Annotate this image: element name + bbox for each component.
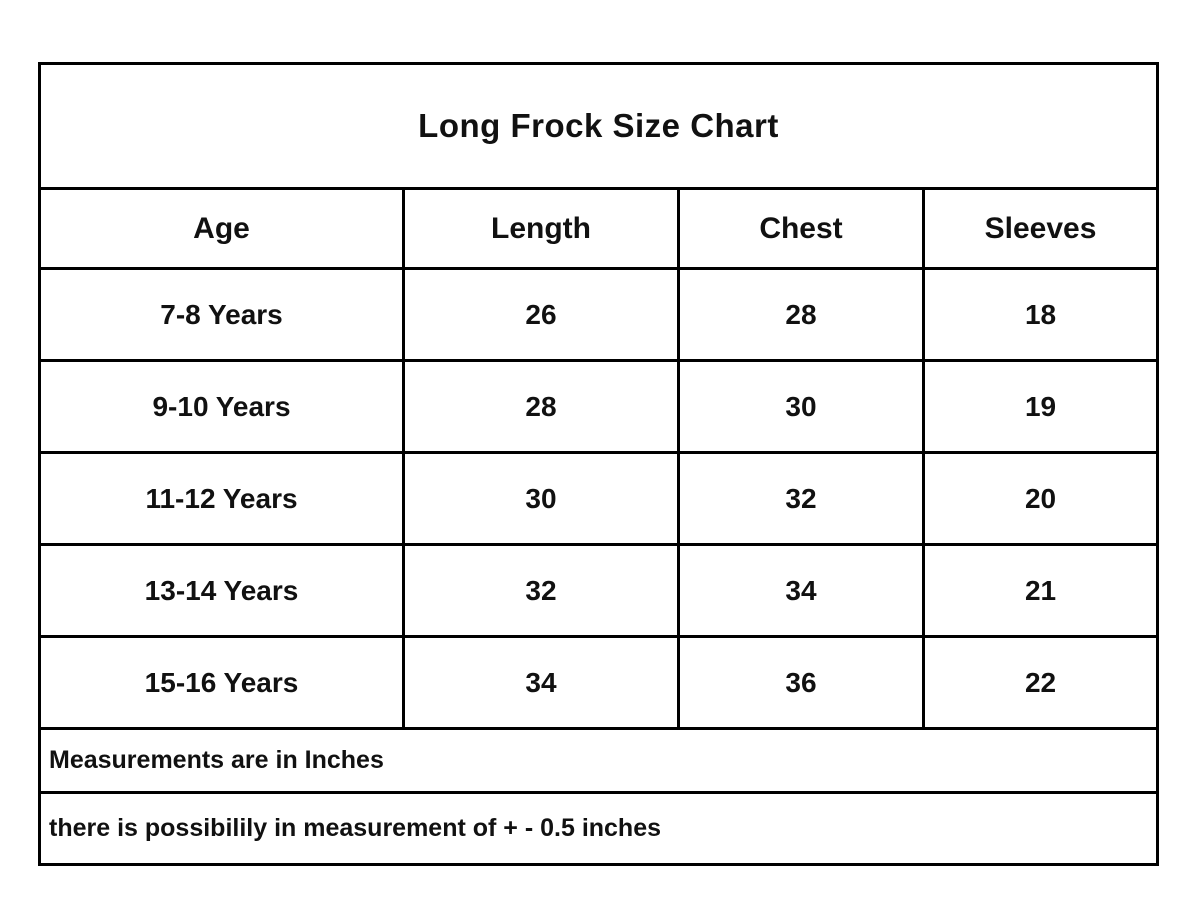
length-cell: 30: [402, 451, 680, 546]
sleeves-cell: 18: [921, 267, 1160, 362]
column-header-age: Age: [38, 187, 405, 270]
age-cell: 7-8 Years: [38, 267, 405, 362]
chest-cell: 28: [677, 267, 925, 362]
chest-cell: 34: [677, 543, 925, 638]
length-cell: 28: [402, 359, 680, 454]
size-row-11-12-years: 11-12 Years 30 32 20: [38, 451, 1160, 546]
age-cell: 9-10 Years: [38, 359, 405, 454]
title-row: Long Frock Size Chart: [37, 62, 1160, 190]
note-row-tolerance: there is possibilily in measurement of +…: [37, 791, 1160, 866]
chart-title: Long Frock Size Chart: [37, 62, 1160, 190]
length-cell: 26: [402, 267, 680, 362]
note-measurement-tolerance: there is possibilily in measurement of +…: [37, 791, 1160, 866]
column-header-sleeves: Sleeves: [921, 187, 1160, 270]
length-cell: 34: [402, 635, 680, 730]
note-row-units: Measurements are in Inches: [37, 727, 1160, 794]
sleeves-cell: 21: [921, 543, 1160, 638]
sleeves-cell: 22: [921, 635, 1160, 730]
sleeves-cell: 20: [921, 451, 1160, 546]
age-cell: 11-12 Years: [38, 451, 405, 546]
chest-cell: 32: [677, 451, 925, 546]
size-row-15-16-years: 15-16 Years 34 36 22: [38, 635, 1160, 730]
age-cell: 15-16 Years: [38, 635, 405, 730]
chest-cell: 30: [677, 359, 925, 454]
column-header-length: Length: [402, 187, 680, 270]
chest-cell: 36: [677, 635, 925, 730]
sleeves-cell: 19: [921, 359, 1160, 454]
size-row-9-10-years: 9-10 Years 28 30 19: [38, 359, 1160, 454]
column-header-chest: Chest: [677, 187, 925, 270]
length-cell: 32: [402, 543, 680, 638]
column-header-row: Age Length Chest Sleeves: [38, 187, 1160, 270]
size-row-7-8-years: 7-8 Years 26 28 18: [38, 267, 1160, 362]
size-row-13-14-years: 13-14 Years 32 34 21: [38, 543, 1160, 638]
age-cell: 13-14 Years: [38, 543, 405, 638]
size-chart-table: Long Frock Size Chart Age Length Chest S…: [37, 62, 1160, 866]
note-measurement-units: Measurements are in Inches: [37, 727, 1160, 794]
